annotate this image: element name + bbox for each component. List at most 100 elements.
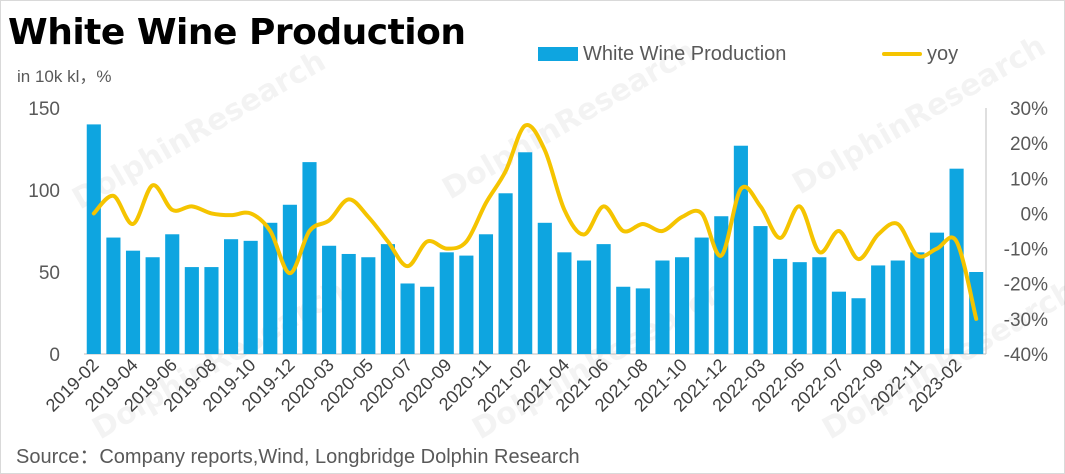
bar-2020-04 [341,253,356,354]
yoy-point-2020-04 [348,198,350,200]
yoy-point-2019-03 [112,195,114,197]
yoy-point-2021-08 [642,223,644,225]
yoy-point-2019-08 [210,212,212,214]
y-axis-right-labels: -40% -30% -20% -10% 0% 10% 20% 30% [1004,99,1048,366]
yoy-point-2019-09 [230,214,232,216]
bar-2019-06 [165,234,180,354]
bar-2022-06 [812,257,827,354]
y-right-tick-label: -30% [1004,310,1048,331]
bar-2019-12 [282,204,297,354]
bar-2021-09 [655,260,670,354]
yoy-point-2022-07 [838,230,840,232]
yoy-point-2021-11 [701,212,703,214]
bar-2021-08 [635,288,650,354]
yoy-point-2020-06 [387,241,389,243]
bar-2019-04 [125,250,141,354]
bar-2020-05 [361,257,376,354]
bar-2019-10 [243,240,258,354]
y-right-tick-label: 10% [1010,169,1048,190]
bar-2021-03 [537,222,552,354]
bar-2023-02 [949,168,964,354]
bar-2020-11 [478,234,494,354]
bar-2019-11 [263,222,278,354]
yoy-point-2020-01 [309,230,310,232]
y-right-tick-label: -10% [1004,240,1048,261]
yoy-line [91,123,979,321]
yoy-point-2022-06 [818,251,820,253]
bar-2019-03 [106,237,121,354]
yoy-point-2022-10 [897,223,899,225]
yoy-point-2022-08 [858,258,860,260]
bar-2021-04 [557,252,572,354]
bar-2022-09 [871,265,886,354]
yoy-point-2023-02 [956,241,958,243]
yoy-point-2019-11 [269,230,271,232]
yoy-point-2022-03 [760,205,761,207]
y-left-tick-label: 100 [28,181,60,202]
bar-2021-11 [694,237,709,354]
legend-item-bar: White Wine Production [538,40,786,68]
yoy-point-2021-04 [563,209,565,211]
yoy-point-2019-06 [171,209,173,211]
y-right-tick-label: 0% [1021,204,1049,225]
bar-2020-03 [322,245,337,354]
y-axis-left-labels: 0 50 100 150 [28,99,60,366]
source-note: Source：Company reports,Wind, Longbridge … [16,446,580,468]
chart-title: White Wine Production [8,12,466,53]
bar-2021-05 [576,260,592,354]
yoy-point-2020-08 [426,241,428,243]
bar-2020-06 [380,244,395,354]
yoy-point-2022-01 [740,188,742,190]
bar-2022-01 [733,145,748,354]
y-right-tick-label: 20% [1010,134,1048,155]
yoy-point-2019-07 [191,205,193,207]
y-left-tick-label: 0 [49,345,60,366]
y-left-tick-label: 50 [39,263,60,284]
bar-2022-03 [753,226,768,354]
yoy-point-2021-12 [720,255,722,257]
yoy-point-2022-05 [799,205,801,207]
yoy-point-2021-09 [661,230,663,232]
legend-item-line: yoy [882,40,958,68]
y-right-tick-label: 30% [1010,99,1048,120]
legend-line-swatch [882,52,922,56]
bar-2019-02 [86,124,101,355]
y-left-tick-label: 150 [28,99,60,120]
y-right-tick-label: -40% [1004,345,1048,366]
bar-2021-10 [675,257,690,354]
bar-2022-11 [910,252,925,354]
bar-2020-10 [459,255,474,354]
bar-2020-08 [420,286,435,354]
bar-series [86,124,984,355]
yoy-point-2020-10 [465,241,467,243]
yoy-point-2020-12 [505,170,507,172]
bar-2021-07 [616,286,631,354]
legend-bar-label: White Wine Production [583,42,787,65]
bar-2020-07 [400,283,415,354]
bar-2022-08 [851,298,866,354]
yoy-point-2021-05 [583,234,585,236]
yoy-point-2021-06 [603,205,605,207]
legend-bar-swatch [538,47,578,61]
bar-2021-02 [518,152,533,354]
bar-2022-10 [890,260,905,354]
yoy-point-2020-03 [328,219,330,221]
yoy-point-2022-12 [936,248,938,250]
yoy-point-2020-07 [407,265,409,267]
yoy-point-2022-11 [916,255,918,257]
legend-line-label: yoy [927,42,959,65]
bar-2019-07 [184,267,199,354]
unit-label: in 10k kl，% [17,67,112,86]
yoy-point-2021-03 [544,149,546,151]
bar-2021-06 [596,244,611,354]
yoy-point-2022-09 [877,234,879,236]
yoy-point-2020-11 [485,202,487,204]
yoy-point-2019-02 [93,212,95,214]
yoy-point-2020-09 [446,248,448,250]
line-series [91,123,979,321]
bar-2022-04 [773,258,788,354]
bar-2020-09 [439,252,454,354]
